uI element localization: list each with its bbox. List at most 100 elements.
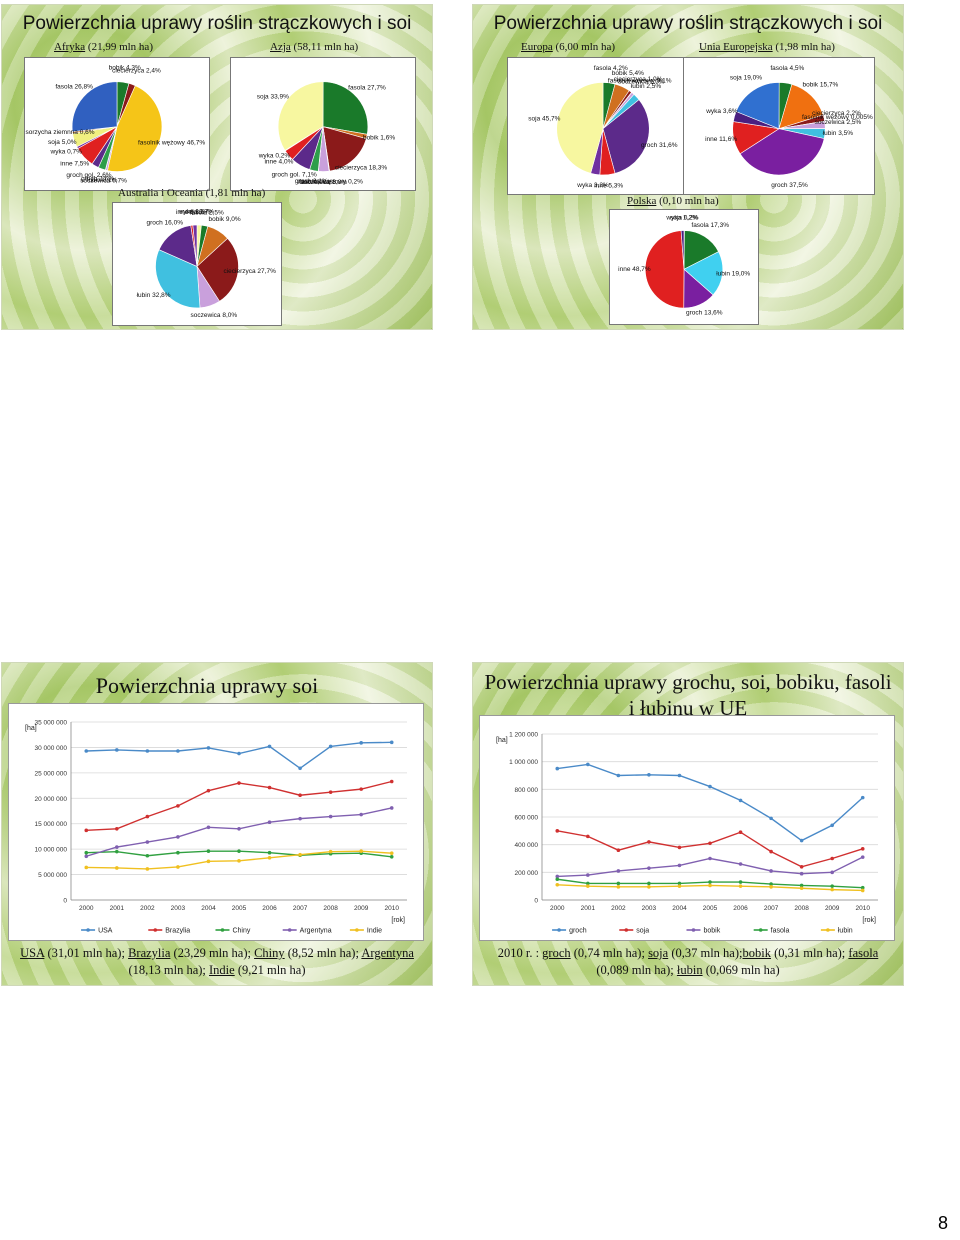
x-tick-label: 2001 [581, 905, 596, 912]
pie-label-groch: groch 16,0% [146, 219, 183, 226]
pie-label-soczewica: soczewica 8,0% [191, 312, 238, 319]
data-point [389, 851, 394, 856]
x-tick-label: 2009 [825, 905, 840, 912]
pie-slice-soja [735, 82, 780, 130]
pie-label-fasolnik-wężowy: fasolnik wężowy 46,7% [138, 140, 205, 147]
data-point [298, 816, 302, 821]
legend-marker [287, 928, 292, 932]
slide-title: Powierzchnia uprawy roślin strączkowych … [493, 13, 883, 34]
x-tick-labels: 2000 2001 2002 2003 2004 2005 2006 2007 2008 2009… [79, 905, 399, 912]
data-point [738, 830, 743, 835]
data-point [176, 749, 180, 753]
legend: USA Brazylia Chiny Argentyna Indie [81, 928, 382, 935]
data-point [616, 773, 621, 778]
legend-marker [153, 928, 158, 932]
data-point [237, 849, 241, 853]
caption-value: (0,069 mln ha) [702, 963, 780, 977]
caption-name: Chiny [254, 946, 285, 960]
pie-chart-azja: fasola 27,7% bobik 1,6% ciecierzyca 18,3% f… [257, 81, 395, 186]
data-point [860, 855, 865, 859]
pie-slice-wyka [192, 224, 198, 267]
legend-marker [624, 928, 629, 932]
pie-chart-ue: fasola 4,5% bobik 15,7% ciecierzyca 2,2%fa… [705, 65, 873, 189]
x-tick-label: 2006 [733, 905, 748, 912]
data-point [267, 744, 272, 749]
slide-eu-crops-area: Powierzchnia uprawy grochu, soi, bobiku,… [472, 662, 904, 986]
pie-label-wyka: wyka 1,6% [178, 208, 211, 215]
pie-labels: soja 1,7%fasola 2,5%bobik 9,0% ciecierzyc… [137, 208, 276, 318]
x-axis-label: [rok] [391, 917, 405, 924]
data-point [145, 814, 150, 819]
data-point [616, 869, 621, 873]
legend-label-bobik: bobik [703, 928, 720, 935]
data-point [115, 845, 119, 849]
y-tick-label: 0 [63, 898, 67, 905]
data-point [769, 882, 773, 886]
data-point [84, 749, 89, 753]
data-point [267, 820, 272, 824]
caption-value: (9,21 mln ha) [234, 963, 306, 977]
pie-chart-afryka: bobik 4,3%ciecierzyca 2,4% fasolnik wężow… [26, 65, 206, 185]
pie-panel-afryka: bobik 4,3% ciecierzyca 2,4% fasolnik wężow… [24, 57, 210, 191]
data-point [389, 740, 394, 745]
pie-label-bobik: bobik 1,6% [363, 134, 395, 141]
caption-value: (18,13 mln ha); [128, 963, 210, 977]
x-tick-label: 2010 [384, 905, 399, 912]
pie-slice-fasola [322, 81, 369, 135]
x-tick-label: 2006 [262, 905, 277, 912]
caption-value: (0,31 mln ha); [770, 946, 849, 960]
pie-label-wyka: wyka 3,6% [705, 108, 738, 115]
data-point [359, 787, 363, 791]
pie-label-fasola: fasola 26,8% [55, 83, 93, 90]
caption-name: Brazylia [128, 946, 171, 960]
pie-label-soja: soja 5,0% [48, 139, 77, 146]
data-point [145, 749, 150, 753]
y-tick-label: 30 000 000 [34, 745, 67, 752]
data-point [267, 850, 272, 855]
data-point [176, 850, 180, 855]
pie-slice-fasola [71, 81, 118, 133]
legend-label-usa: USA [98, 928, 113, 935]
data-point [708, 841, 712, 846]
series-line-soja [557, 830, 863, 868]
line-chart-eu: 0 200 000 400 000 600 000 800 000 1 000 000 1 … [496, 732, 878, 935]
data-point [176, 804, 180, 808]
data-point [328, 814, 333, 819]
pie-slices [277, 81, 369, 172]
data-point [647, 840, 651, 844]
pie-label-łubin: łubin 2,5% [631, 83, 662, 90]
pie-panel-polska: soja 0,2% fasola 17,3% łubin 19,0% groch 13… [609, 209, 759, 325]
caption-value: (31,01 mln ha); [44, 946, 129, 960]
data-point [267, 855, 272, 860]
data-point [738, 798, 743, 803]
pie-label-wyka: wyka 0,2% [258, 152, 291, 159]
pie-label-soczewica: soczewica 0,7% [80, 177, 127, 184]
series-line-brazylia [86, 780, 392, 832]
data-point [860, 885, 865, 890]
data-point [267, 785, 272, 790]
data-point [328, 849, 333, 854]
data-point [389, 779, 394, 784]
pie-panel-australia: soja 1,7% fasola 2,5% bobik 9,0% ciecierzyc… [112, 202, 282, 326]
data-point [708, 856, 712, 861]
legend: groch soja bobik fasola łubin [552, 928, 853, 935]
pie-label-groch-gol: groch gol. 2,6% [66, 172, 111, 179]
data-point [586, 884, 590, 888]
series-fasola [555, 877, 865, 890]
legend-marker [691, 928, 696, 932]
pie-panel-ue: fasola 4,5% bobik 15,7% ciecierzyca 2,2% fa… [683, 57, 875, 195]
pie-label-fasolnik-wężowy: fasolnik wężowy 0,2% [299, 179, 363, 186]
pie-slice-ciecierzyca [196, 237, 239, 302]
series-chiny [84, 849, 394, 859]
data-point [616, 848, 621, 852]
data-point [206, 849, 211, 853]
x-tick-label: 2002 [611, 905, 626, 912]
pie-label-soczewica: soczewica 2,5% [815, 119, 862, 126]
x-tick-label: 2010 [855, 905, 870, 912]
x-tick-label: 2001 [110, 905, 125, 912]
data-point [586, 762, 590, 767]
region-title-polska: Polska (0,10 mln ha) [627, 195, 719, 207]
pie-labels: fasola 4,5% bobik 15,7% ciecierzyca 2,2%fa… [705, 65, 873, 189]
data-point [328, 790, 333, 794]
data-point [206, 746, 211, 750]
